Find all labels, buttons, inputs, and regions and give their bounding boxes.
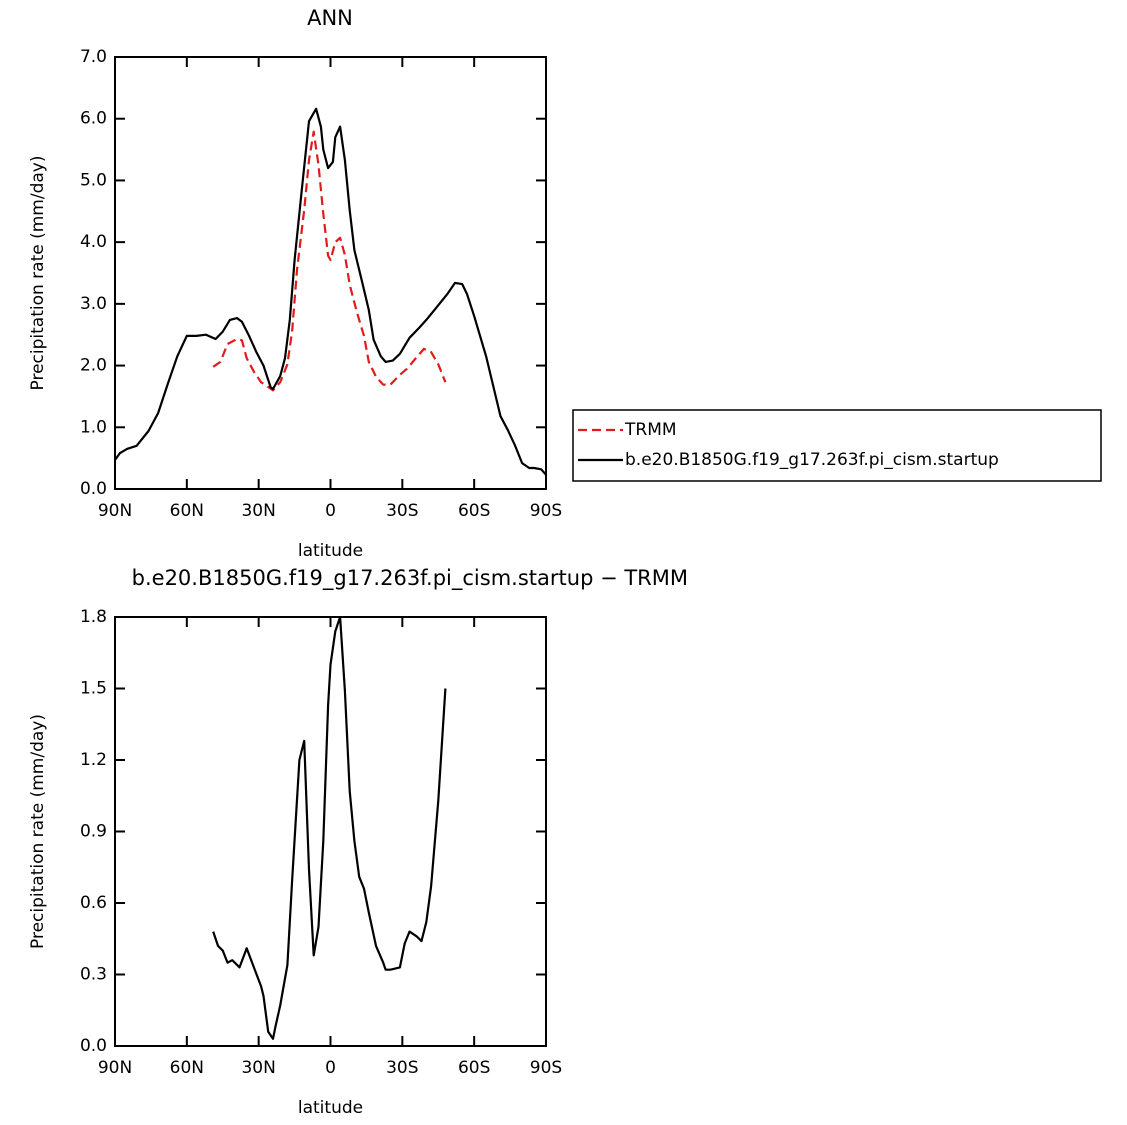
x-tick-label: 60S	[458, 501, 490, 521]
y-tick-label: 1.5	[80, 679, 107, 699]
x-tick-label: 0	[325, 501, 336, 521]
x-tick-label: 30N	[241, 1058, 275, 1078]
x-tick-label: 90N	[98, 501, 132, 521]
x-tick-label: 90S	[530, 1058, 562, 1078]
x-tick-label: 60N	[170, 1058, 204, 1078]
data-line	[212, 615, 447, 1040]
x-tick-label: 30S	[386, 1058, 418, 1078]
y-axis-label: Precipitation rate (mm/day)	[28, 156, 48, 391]
x-tick-label: 60S	[458, 1058, 490, 1078]
x-tick-label: 30S	[386, 501, 418, 521]
x-tick-label: 30N	[241, 501, 275, 521]
x-tick-label: 90S	[530, 501, 562, 521]
x-tick-label: 90N	[98, 1058, 132, 1078]
y-tick-label: 1.2	[80, 750, 107, 770]
y-tick-label: 3.0	[80, 294, 107, 314]
plot-frame	[114, 56, 547, 490]
y-tick-label: 7.0	[80, 47, 107, 67]
y-tick-label: 6.0	[80, 109, 107, 129]
chart-title: ANN	[307, 6, 353, 30]
x-axis-label: latitude	[298, 1098, 363, 1118]
data-line	[212, 130, 447, 392]
y-tick-label: 0.9	[80, 822, 107, 842]
y-tick-label: 0.3	[80, 965, 107, 985]
data-line	[114, 107, 547, 476]
x-tick-label: 0	[325, 1058, 336, 1078]
y-tick-label: 0.0	[80, 1036, 107, 1056]
y-axis-label: Precipitation rate (mm/day)	[28, 714, 48, 949]
legend-label: b.e20.B1850G.f19_g17.263f.pi_cism.startu…	[625, 450, 999, 470]
legend-label: TRMM	[624, 420, 677, 440]
y-tick-label: 4.0	[80, 232, 107, 252]
x-tick-label: 60N	[170, 501, 204, 521]
y-tick-label: 0.6	[80, 893, 107, 913]
y-tick-label: 5.0	[80, 170, 107, 190]
legend-box	[572, 409, 1102, 482]
x-axis-label: latitude	[298, 541, 363, 561]
y-tick-label: 1.0	[80, 417, 107, 437]
y-tick-label: 2.0	[80, 356, 107, 376]
y-tick-label: 1.8	[80, 607, 107, 627]
y-tick-label: 0.0	[80, 479, 107, 499]
chart-title: b.e20.B1850G.f19_g17.263f.pi_cism.startu…	[132, 566, 688, 591]
